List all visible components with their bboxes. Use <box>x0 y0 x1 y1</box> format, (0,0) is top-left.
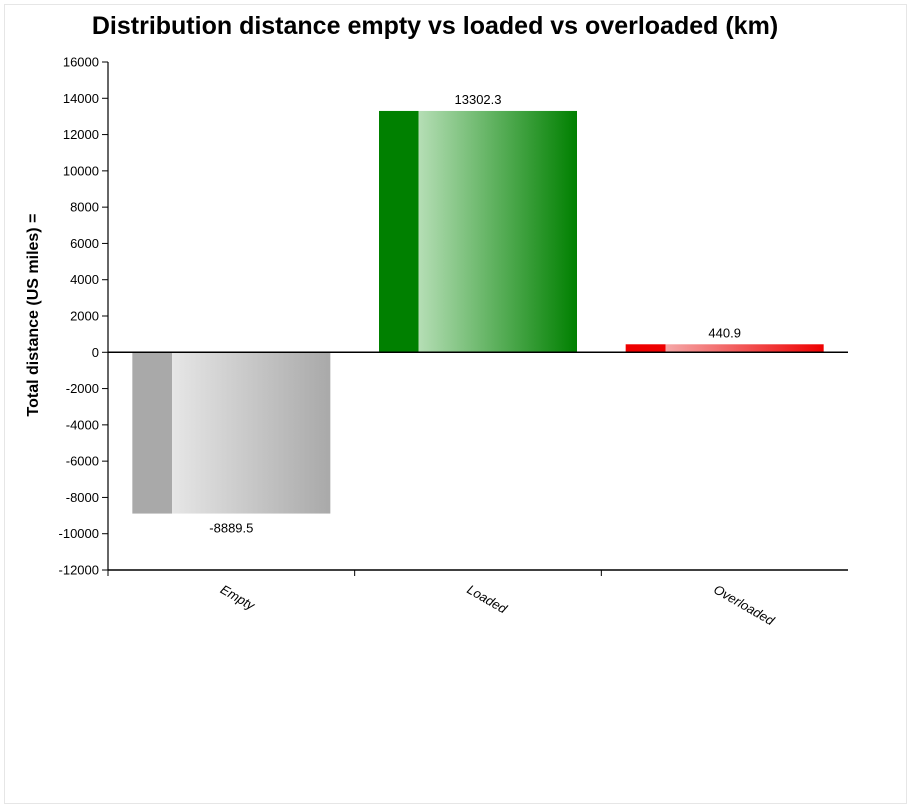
x-tick-label-loaded: Loaded <box>465 582 511 617</box>
data-label-overloaded: 440.9 <box>708 325 741 340</box>
y-tick-label: 4000 <box>70 272 99 287</box>
x-axis: Empty Loaded Overloaded <box>107 569 848 629</box>
y-tick-label: 8000 <box>70 200 99 215</box>
y-tick-label: -10000 <box>59 526 99 541</box>
data-label-empty: -8889.5 <box>209 521 253 536</box>
chart-title: Distribution distance empty vs loaded vs… <box>91 12 779 40</box>
y-tick-label: 16000 <box>63 55 99 70</box>
y-tick-label: 12000 <box>63 127 99 142</box>
y-tick-label: 14000 <box>63 91 99 106</box>
bar-overloaded <box>625 344 824 353</box>
bar-empty <box>132 352 331 514</box>
y-tick-label: 2000 <box>70 309 99 324</box>
bar-loaded <box>379 110 577 353</box>
x-tick-label-empty: Empty <box>218 582 259 614</box>
bars: -8889.5 13302.3 440.9 <box>108 92 848 536</box>
y-tick-label: 0 <box>92 345 99 360</box>
y-tick-label: 10000 <box>63 163 99 178</box>
y-tick-label: 6000 <box>70 236 99 251</box>
y-axis: 16000 14000 12000 10000 8000 6000 4000 2000 0 -20… <box>59 55 109 578</box>
y-tick-label: -2000 <box>66 381 99 396</box>
data-label-loaded: 13302.3 <box>455 92 502 107</box>
y-tick-label: -8000 <box>66 490 99 505</box>
x-tick-label-overloaded: Overloaded <box>711 582 777 629</box>
chart-frame <box>4 4 907 804</box>
y-tick-label: -12000 <box>59 563 99 578</box>
y-tick-label: -4000 <box>66 417 99 432</box>
y-tick-label: -6000 <box>66 454 99 469</box>
y-axis-title: Total distance (US miles) = <box>25 214 42 417</box>
